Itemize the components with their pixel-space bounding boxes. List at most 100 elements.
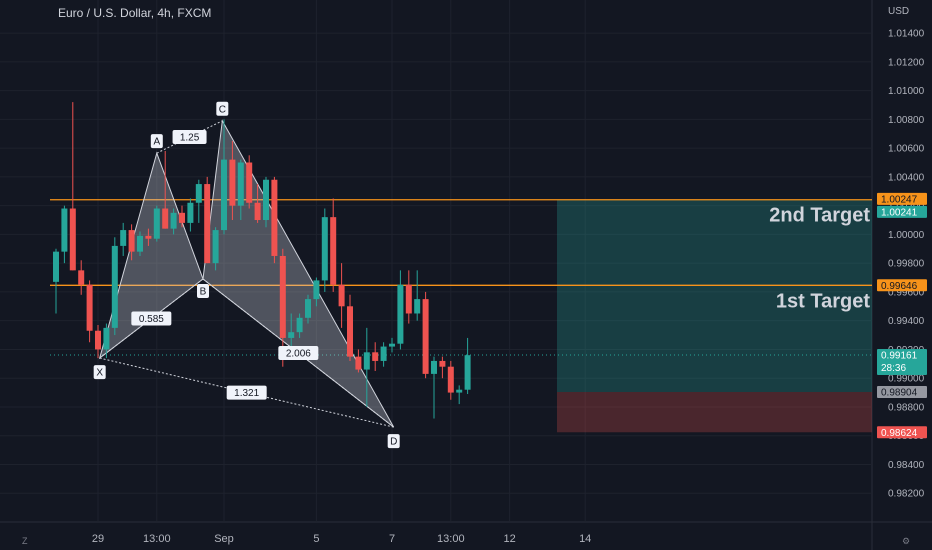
zoom-icon[interactable]: Z — [22, 536, 28, 546]
price-tag-box — [877, 205, 927, 218]
candle-body — [69, 208, 76, 271]
y-tick-label: 0.98800 — [888, 402, 925, 413]
candle-body — [313, 280, 320, 300]
ratio-label: 1.25 — [180, 132, 200, 143]
candle-body — [321, 217, 328, 281]
ratio-label: 1.321 — [234, 388, 259, 399]
ratio-label-box — [131, 311, 172, 326]
y-tick-label: 1.00400 — [888, 172, 925, 183]
candle-body — [414, 299, 421, 314]
candle-body — [53, 251, 59, 282]
candle-body — [447, 366, 454, 393]
candle-body — [61, 208, 68, 252]
point-label-B: B — [200, 286, 207, 297]
x-tick-label: Sep — [214, 533, 234, 545]
candle-body — [405, 284, 412, 314]
y-tick-label: 0.99600 — [888, 287, 925, 298]
loss-zone — [557, 392, 872, 433]
candle-body — [204, 184, 211, 264]
candle-body — [162, 208, 169, 229]
candle-body — [288, 332, 295, 338]
countdown-text: 28:36 — [881, 363, 906, 374]
first-target-label: 1st Target — [776, 290, 870, 312]
x-tick-label: 12 — [503, 533, 515, 545]
candle-body — [355, 356, 362, 370]
price-tag-text: 0.98904 — [881, 388, 918, 399]
ratio-label-box — [226, 385, 267, 400]
pattern-labels: X A B C D 1.25 0.585 2.006 1.321 — [93, 101, 400, 449]
price-tag-text: 0.99646 — [881, 281, 918, 292]
candle-body — [78, 270, 85, 285]
price-tag-text: 1.00247 — [881, 194, 918, 205]
x-tick-label: 13:00 — [437, 533, 465, 545]
price-tag-box — [877, 386, 927, 399]
candle-body — [389, 343, 395, 347]
y-tick-label: 1.00600 — [888, 144, 925, 155]
y-tick-label: 0.99000 — [888, 374, 925, 385]
x-tick-label: 13:00 — [143, 533, 171, 545]
position-zones — [50, 199, 872, 433]
y-tick-label: 1.00800 — [888, 115, 925, 126]
point-label-box — [216, 101, 229, 116]
candle-body — [338, 284, 345, 307]
price-tag-box — [877, 349, 927, 376]
candle-body — [128, 230, 135, 252]
candle-body — [296, 317, 303, 333]
candle-body — [120, 230, 127, 246]
x-tick-label: 7 — [389, 533, 395, 545]
candle-body — [187, 202, 194, 223]
candle-body — [86, 284, 93, 331]
candle-body — [229, 159, 236, 206]
point-label-box — [93, 365, 106, 380]
candle-body — [137, 235, 143, 252]
ratio-label: 2.006 — [286, 349, 311, 360]
candle-body — [330, 217, 337, 285]
y-tick-label: 1.00000 — [888, 230, 925, 241]
target-labels: 2nd Target 1st Target — [769, 205, 870, 313]
y-tick-label: 0.98400 — [888, 460, 925, 471]
y-tick-label: 1.01400 — [888, 29, 925, 40]
candle-body — [279, 255, 286, 338]
candle-body — [456, 389, 463, 393]
currency-label: USD — [888, 6, 910, 17]
y-tick-label: 0.99400 — [888, 316, 925, 327]
candle-body — [263, 179, 269, 221]
candle-body — [170, 212, 177, 229]
chart-title: Euro / U.S. Dollar, 4h, FXCM — [58, 6, 212, 20]
candle-body — [305, 299, 311, 318]
candle-body — [271, 179, 278, 256]
gear-icon[interactable]: ⚙ — [902, 536, 910, 546]
price-tag-box — [877, 426, 927, 439]
candle-body — [221, 159, 227, 231]
x-tick-label: 5 — [313, 533, 319, 545]
candle-body — [380, 346, 387, 361]
point-label-C: C — [219, 104, 226, 115]
candle-body — [195, 184, 202, 203]
ratio-label: 0.585 — [139, 314, 164, 325]
price-tag-text: 1.00241 — [881, 207, 918, 218]
candlesticks — [53, 102, 471, 419]
candle-body — [153, 208, 160, 239]
candle-body — [212, 230, 219, 264]
point-label-D: D — [390, 437, 397, 448]
ratio-label-box — [172, 129, 207, 144]
point-label-box — [387, 434, 400, 449]
candle-body — [145, 235, 152, 239]
price-tag-box — [877, 279, 927, 292]
candle-body — [237, 162, 244, 206]
candle-body — [246, 162, 253, 203]
candle-body — [431, 360, 437, 374]
candle-body — [111, 245, 118, 328]
second-target-label: 2nd Target — [769, 205, 870, 227]
time-axis[interactable]: 29 13:00 Sep 5 7 13:00 12 14 — [92, 533, 591, 545]
price-tag-box — [877, 192, 927, 205]
point-label-box — [197, 283, 209, 298]
ratio-label-box — [278, 346, 319, 361]
x-tick-label: 29 — [92, 533, 104, 545]
candle-body — [254, 202, 261, 221]
point-label-X: X — [96, 368, 103, 379]
